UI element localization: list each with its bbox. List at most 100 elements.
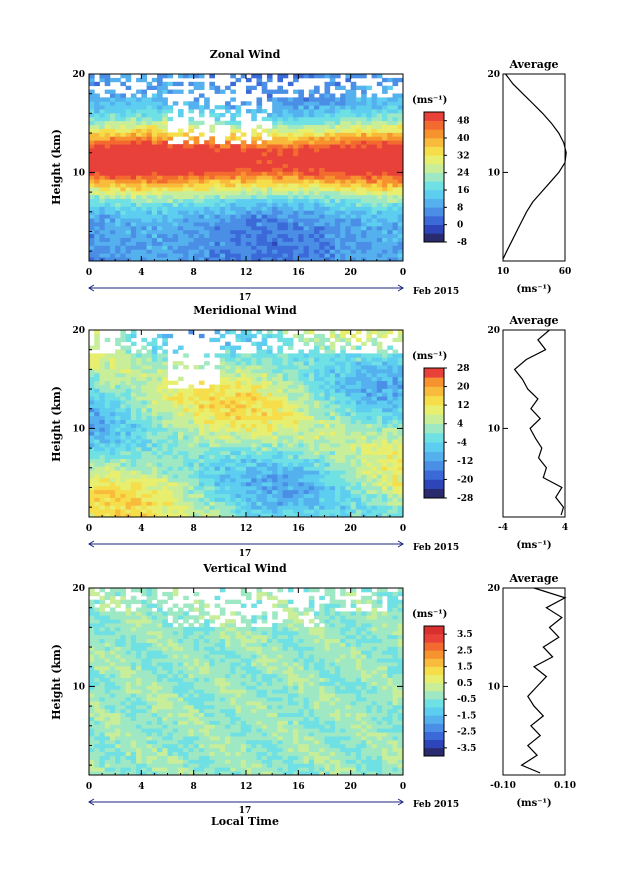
heatmap-cell: [355, 392, 362, 397]
heatmap-cell: [188, 474, 195, 479]
heatmap-cell: [183, 159, 189, 165]
heatmap-cell: [366, 474, 372, 479]
heatmap-cell: [308, 388, 315, 393]
heatmap-cell: [256, 163, 263, 168]
heatmap-cell: [188, 249, 195, 254]
heatmap-cell: [240, 470, 247, 475]
heatmap-cell: [204, 509, 210, 514]
heatmap-cell: [308, 202, 315, 207]
heatmap-cell: [361, 120, 367, 126]
heatmap-cell: [376, 151, 383, 157]
heatmap-cell: [219, 450, 226, 456]
heatmap-cell: [204, 400, 210, 405]
heatmap-cell: [162, 341, 168, 346]
heatmap-cell: [99, 229, 106, 235]
heatmap-cell: [329, 349, 336, 354]
heatmap-cell: [340, 120, 346, 126]
heatmap-cell: [235, 167, 242, 172]
colorbar-segment: [424, 112, 444, 121]
heatmap-cell: [329, 481, 336, 487]
heatmap-cell: [157, 423, 163, 428]
heatmap-cell: [282, 415, 289, 421]
heatmap-cell: [162, 404, 168, 409]
heatmap-cell: [141, 442, 147, 448]
heatmap-cell: [308, 198, 315, 203]
heatmap-cell: [319, 431, 325, 436]
heatmap-cell: [277, 105, 284, 110]
heatmap-cell: [188, 171, 195, 176]
heatmap-cell: [261, 466, 268, 471]
heatmap-cell: [225, 423, 231, 428]
heatmap-cell: [319, 454, 325, 459]
heatmap-cell: [141, 392, 147, 397]
heatmap-cell: [204, 458, 210, 463]
heatmap-cell: [109, 470, 116, 475]
heatmap-cell: [146, 396, 153, 401]
heatmap-cell: [303, 148, 310, 153]
heatmap-cell: [350, 353, 357, 358]
heatmap-cell: [235, 431, 242, 436]
heatmap-cell: [141, 423, 147, 428]
heatmap-cell: [397, 171, 404, 176]
heatmap-cell: [350, 404, 357, 409]
heatmap-cell: [172, 218, 179, 223]
heatmap-cell: [287, 190, 294, 196]
heatmap-cell: [308, 140, 315, 145]
heatmap-cell: [277, 151, 284, 157]
heatmap-cell: [235, 411, 242, 417]
heatmap-cell: [183, 365, 189, 370]
heatmap-cell: [345, 458, 352, 463]
heatmap-cell: [99, 439, 106, 444]
heatmap-cell: [261, 450, 268, 456]
heatmap-cell: [89, 400, 95, 405]
heatmap-cell: [177, 400, 184, 405]
heatmap-cell: [109, 478, 116, 483]
heatmap-cell: [319, 124, 325, 129]
heatmap-cell: [162, 186, 168, 192]
heatmap-cell: [146, 97, 153, 102]
heatmap-cell: [251, 175, 257, 180]
heatmap-cell: [177, 497, 184, 502]
heatmap-cell: [214, 120, 221, 126]
heatmap-cell: [397, 116, 404, 122]
heatmap-cell: [162, 210, 168, 215]
heatmap-cell: [219, 183, 226, 188]
heatmap-cell: [293, 419, 299, 424]
heatmap-cell: [340, 419, 346, 424]
heatmap-cell: [115, 485, 121, 491]
heatmap-cell: [371, 202, 378, 207]
heatmap-cell: [376, 222, 383, 227]
heatmap-cell: [303, 128, 310, 133]
heatmap-cell: [109, 474, 116, 479]
heatmap-cell: [172, 101, 179, 106]
heatmap-cell: [251, 396, 257, 401]
heatmap-cell: [162, 419, 168, 424]
heatmap-cell: [361, 229, 367, 235]
heatmap-cell: [183, 501, 189, 506]
heatmap-cell: [172, 450, 179, 456]
heatmap-cell: [319, 462, 325, 467]
heatmap-cell: [282, 365, 289, 370]
heatmap-cell: [193, 105, 200, 110]
heatmap-cell: [230, 361, 236, 366]
heatmap-cell: [287, 140, 294, 145]
heatmap-cell: [89, 74, 95, 79]
heatmap-cell: [235, 128, 242, 133]
heatmap-cell: [162, 89, 168, 94]
heatmap-cell: [214, 330, 221, 335]
heatmap-cell: [172, 198, 179, 203]
colorbar-tick-label: 24: [457, 169, 470, 179]
heatmap-cell: [371, 237, 378, 242]
heatmap-cell: [136, 155, 142, 161]
heatmap-cell: [214, 474, 221, 479]
heatmap-cell: [355, 481, 362, 487]
heatmap-cell: [230, 155, 236, 161]
heatmap-cell: [214, 257, 221, 262]
heatmap-cell: [89, 120, 95, 126]
heatmap-cell: [240, 404, 247, 409]
heatmap-cell: [324, 481, 331, 487]
heatmap-cell: [240, 140, 247, 145]
heatmap-cell: [225, 341, 231, 346]
heatmap-cell: [329, 505, 336, 510]
heatmap-cell: [172, 167, 179, 172]
